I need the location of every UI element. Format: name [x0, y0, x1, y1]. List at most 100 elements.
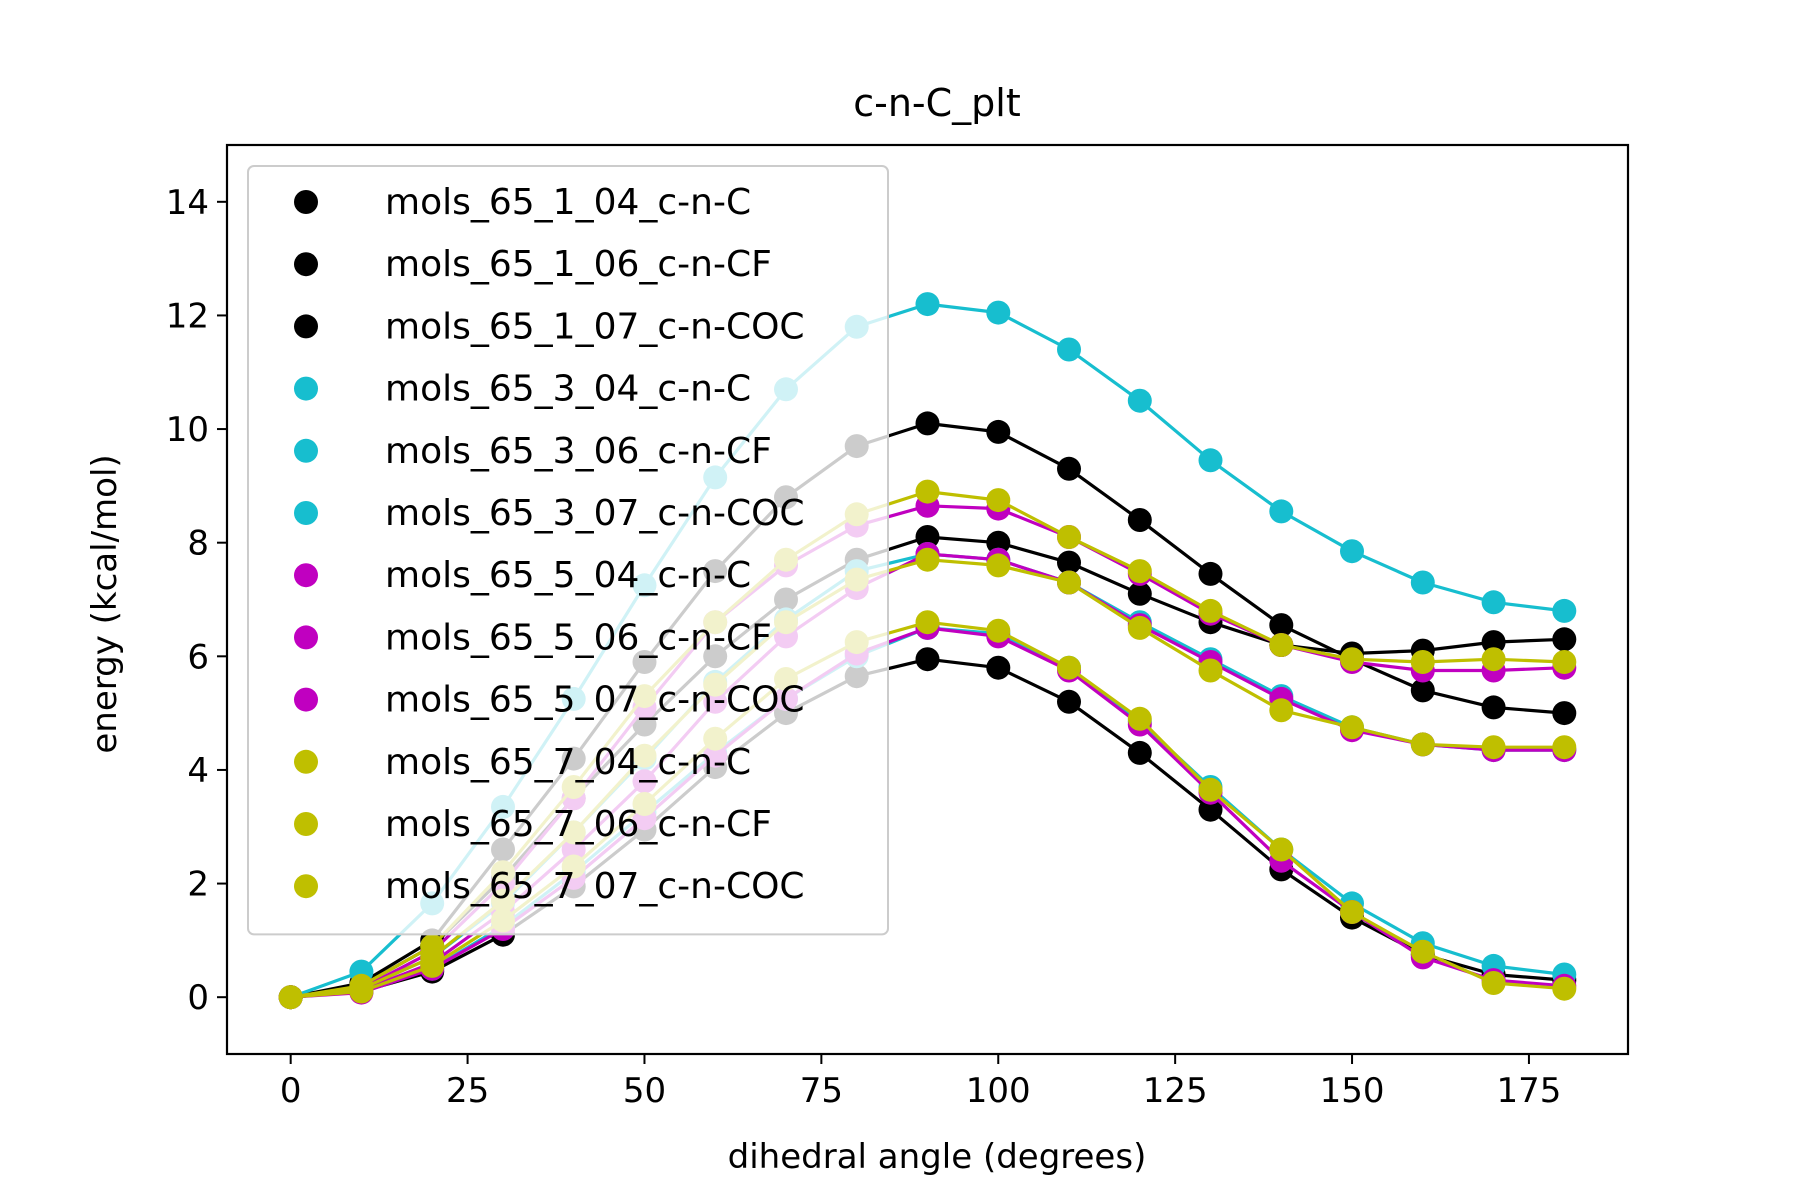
x-tick-label: 25 — [446, 1071, 489, 1111]
axes: 0 25 50 75 100 125 150 175 0 2 4 6 8 10 12 14 — [166, 143, 1630, 1111]
plot-frame — [225, 143, 1630, 1056]
data-point — [1198, 448, 1223, 473]
data-point — [1198, 797, 1223, 822]
data-point — [349, 979, 374, 1004]
data-point — [1269, 499, 1294, 524]
data-point — [420, 953, 445, 978]
legend-marker — [294, 190, 318, 214]
legend-item: mols_65_5_07_c-n-COC — [294, 680, 805, 721]
data-point — [1340, 539, 1364, 564]
data-point — [1410, 678, 1435, 703]
data-point — [1057, 337, 1081, 362]
data-point — [986, 618, 1011, 643]
data-point — [1269, 633, 1294, 657]
x-tick-label: 100 — [966, 1071, 1031, 1111]
legend: mols_65_1_04_c-n-C mols_65_1_06_c-n-CFmol… — [247, 165, 889, 936]
data-point — [1127, 508, 1152, 532]
data-point — [1057, 550, 1081, 575]
legend-marker — [294, 314, 318, 339]
legend-label: mols_65_7_06_c-n-CF — [385, 804, 772, 845]
data-point — [915, 479, 940, 504]
legend-item: mols_65_3_06_c-n-CF — [294, 431, 772, 472]
x-tick-label: 150 — [1320, 1071, 1385, 1111]
data-point — [915, 547, 940, 572]
legend-marker — [294, 812, 318, 836]
data-point — [915, 525, 940, 549]
data-point — [1410, 732, 1435, 757]
data-point — [1127, 388, 1152, 413]
x-tick-label: 175 — [1496, 1071, 1561, 1111]
legend-marker — [294, 563, 318, 588]
y-tick-label: 14 — [166, 183, 209, 223]
data-point — [1057, 456, 1081, 481]
data-point — [915, 610, 940, 635]
data-point — [986, 300, 1011, 325]
data-point — [1410, 939, 1435, 964]
legend-item: mols_65_1_04_c-n-C — [294, 182, 751, 223]
legend-label: mols_65_5_06_c-n-CF — [385, 617, 772, 658]
data-point — [1057, 570, 1081, 595]
legend-label: mols_65_3_06_c-n-CF — [385, 431, 772, 472]
legend-marker — [294, 376, 318, 401]
data-point — [1481, 735, 1506, 760]
data-point — [1127, 559, 1152, 584]
legend-label: mols_65_7_07_c-n-COC — [385, 866, 805, 907]
legend-marker — [294, 749, 318, 774]
y-tick-label: 12 — [166, 296, 209, 336]
data-point — [1269, 698, 1294, 723]
data-point — [1198, 777, 1223, 802]
legend-item: mols_65_5_06_c-n-CF — [294, 617, 772, 658]
y-tick-label: 10 — [166, 410, 209, 450]
legend-marker — [294, 687, 318, 712]
data-point — [1127, 740, 1152, 765]
data-point — [986, 530, 1011, 555]
data-point — [915, 647, 940, 672]
x-axis-label: dihedral angle (degrees) — [728, 1137, 1147, 1177]
y-tick-label: 0 — [187, 978, 209, 1018]
legend-marker — [294, 625, 318, 650]
data-point — [1057, 655, 1081, 680]
y-tick-label: 8 — [187, 524, 209, 564]
data-point — [1127, 581, 1152, 606]
legend-item: mols_65_1_07_c-n-COC — [294, 306, 805, 347]
x-tick-label: 50 — [623, 1071, 666, 1111]
data-point — [1127, 615, 1152, 640]
data-point — [278, 985, 303, 1010]
x-tick-label: 75 — [800, 1071, 843, 1111]
x-tick-label: 0 — [280, 1071, 302, 1111]
y-axis-label: energy (kcal/mol) — [85, 454, 125, 753]
data-point — [1552, 735, 1577, 760]
data-point — [1552, 976, 1577, 1001]
chart-title: c-n-C_plt — [853, 81, 1021, 125]
data-point — [1198, 561, 1223, 586]
data-point — [1057, 689, 1081, 714]
data-point — [1481, 630, 1506, 655]
data-point — [1481, 647, 1506, 672]
legend-marker — [294, 438, 318, 463]
data-point — [1198, 598, 1223, 623]
data-point — [1127, 706, 1152, 731]
data-point — [1552, 598, 1577, 623]
legend-label: mols_65_3_07_c-n-COC — [385, 493, 805, 534]
data-point — [915, 411, 940, 436]
data-point — [1340, 900, 1364, 924]
data-point — [1552, 701, 1577, 726]
data-point — [1410, 650, 1435, 674]
legend-item: mols_65_7_06_c-n-CF — [294, 804, 772, 845]
data-point — [1057, 525, 1081, 549]
legend-marker — [294, 874, 318, 899]
data-point — [1410, 570, 1435, 595]
data-point — [986, 419, 1011, 444]
data-point — [1552, 627, 1577, 652]
legend-item: mols_65_7_07_c-n-COC — [294, 866, 805, 907]
x-tick-label: 125 — [1143, 1071, 1208, 1111]
data-point — [986, 553, 1011, 578]
legend-label: mols_65_1_04_c-n-C — [385, 182, 751, 223]
data-point — [1481, 590, 1506, 615]
data-point — [1340, 715, 1364, 740]
data-point — [1198, 658, 1223, 683]
legend-marker — [294, 501, 318, 525]
data-point — [915, 292, 940, 317]
legend-label: mols_65_1_07_c-n-COC — [385, 306, 805, 347]
